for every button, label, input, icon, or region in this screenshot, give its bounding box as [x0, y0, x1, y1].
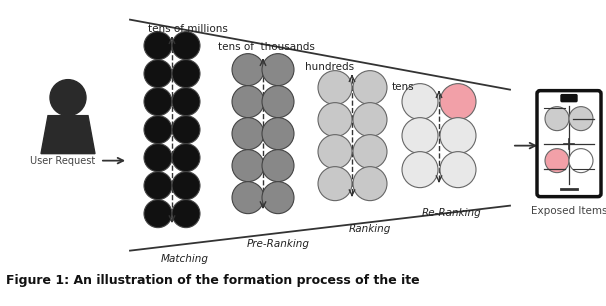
- Circle shape: [402, 118, 438, 154]
- Circle shape: [144, 88, 172, 116]
- Circle shape: [232, 150, 264, 182]
- Circle shape: [545, 106, 569, 131]
- Circle shape: [353, 71, 387, 105]
- Circle shape: [262, 150, 294, 182]
- FancyBboxPatch shape: [561, 95, 577, 102]
- Circle shape: [569, 149, 593, 173]
- Circle shape: [262, 182, 294, 214]
- Text: User Request: User Request: [30, 156, 95, 166]
- Circle shape: [172, 116, 200, 144]
- Circle shape: [144, 144, 172, 172]
- Text: Figure 1: An illustration of the formation process of the ite: Figure 1: An illustration of the formati…: [6, 274, 420, 287]
- Circle shape: [172, 60, 200, 88]
- Circle shape: [232, 182, 264, 214]
- Circle shape: [545, 149, 569, 173]
- Circle shape: [262, 118, 294, 150]
- Circle shape: [318, 103, 352, 137]
- Circle shape: [440, 84, 476, 120]
- Circle shape: [353, 103, 387, 137]
- Circle shape: [440, 118, 476, 154]
- Text: Pre-Ranking: Pre-Ranking: [247, 239, 310, 249]
- Circle shape: [144, 172, 172, 200]
- Polygon shape: [41, 116, 95, 154]
- Circle shape: [353, 167, 387, 201]
- Circle shape: [232, 86, 264, 118]
- Circle shape: [262, 86, 294, 118]
- Circle shape: [318, 71, 352, 105]
- Circle shape: [318, 167, 352, 201]
- Circle shape: [144, 200, 172, 228]
- Circle shape: [172, 200, 200, 228]
- Text: tens of  thousands: tens of thousands: [218, 42, 315, 52]
- Circle shape: [569, 106, 593, 131]
- Text: Exposed Items: Exposed Items: [531, 206, 606, 216]
- Circle shape: [232, 118, 264, 150]
- Circle shape: [144, 116, 172, 144]
- Circle shape: [232, 54, 264, 86]
- Circle shape: [144, 60, 172, 88]
- Circle shape: [172, 144, 200, 172]
- Text: hundreds: hundreds: [305, 62, 354, 72]
- Text: Matching: Matching: [161, 254, 209, 264]
- FancyBboxPatch shape: [537, 91, 601, 197]
- Circle shape: [353, 135, 387, 169]
- Circle shape: [440, 152, 476, 188]
- Circle shape: [318, 135, 352, 169]
- Circle shape: [172, 32, 200, 60]
- Circle shape: [144, 32, 172, 60]
- Circle shape: [402, 84, 438, 120]
- Circle shape: [402, 152, 438, 188]
- Circle shape: [172, 172, 200, 200]
- Circle shape: [262, 54, 294, 86]
- Text: tens: tens: [392, 82, 415, 91]
- Text: Re-Ranking: Re-Ranking: [422, 208, 482, 218]
- Circle shape: [172, 88, 200, 116]
- Circle shape: [50, 80, 86, 116]
- Text: Ranking: Ranking: [349, 224, 391, 234]
- Text: tens of millions: tens of millions: [148, 24, 228, 34]
